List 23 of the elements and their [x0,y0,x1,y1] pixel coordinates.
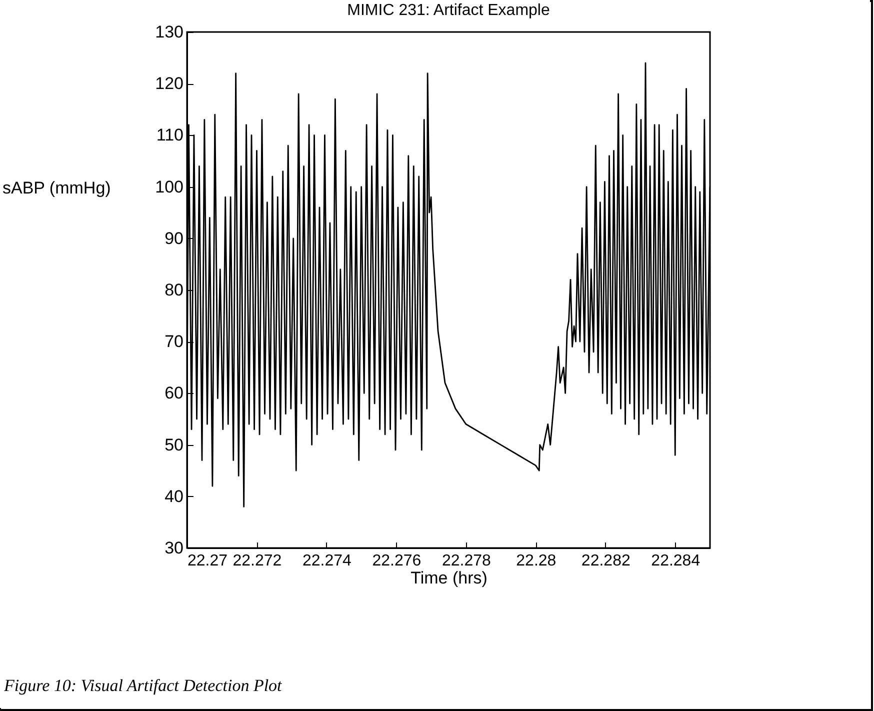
y-tick-label: 50 [164,435,184,454]
y-tick-label: 80 [164,280,184,300]
y-tick-label: 130 [155,22,184,42]
chart-title: MIMIC 231: Artifact Example [347,2,550,19]
x-tick-label: 22.282 [581,552,630,570]
x-tick-label: 22.27 [188,552,228,570]
caption: Figure 10: Visual Artifact Detection Plot [4,676,282,696]
x-axis-title: Time (hrs) [410,568,488,588]
y-tick-label: 60 [164,384,184,403]
y-tick-label: 120 [155,74,184,94]
y-tick-label: 100 [155,177,184,196]
y-tick-label: 110 [156,126,184,145]
x-tick-label: 22.272 [232,552,282,570]
y-axis-title: sABP (mmHg) [2,178,111,198]
x-tick-label: 22.284 [651,552,700,570]
y-tick-label: 70 [164,332,184,352]
x-tick-label: 22.278 [442,552,492,570]
x-tick-label: 22.276 [372,552,422,570]
y-tick-label: 30 [164,538,184,558]
x-tick-label: 22.274 [302,552,352,570]
y-tick-label: 40 [164,486,184,506]
x-tick-label: 22.28 [516,552,556,570]
y-tick-label: 90 [164,228,184,248]
